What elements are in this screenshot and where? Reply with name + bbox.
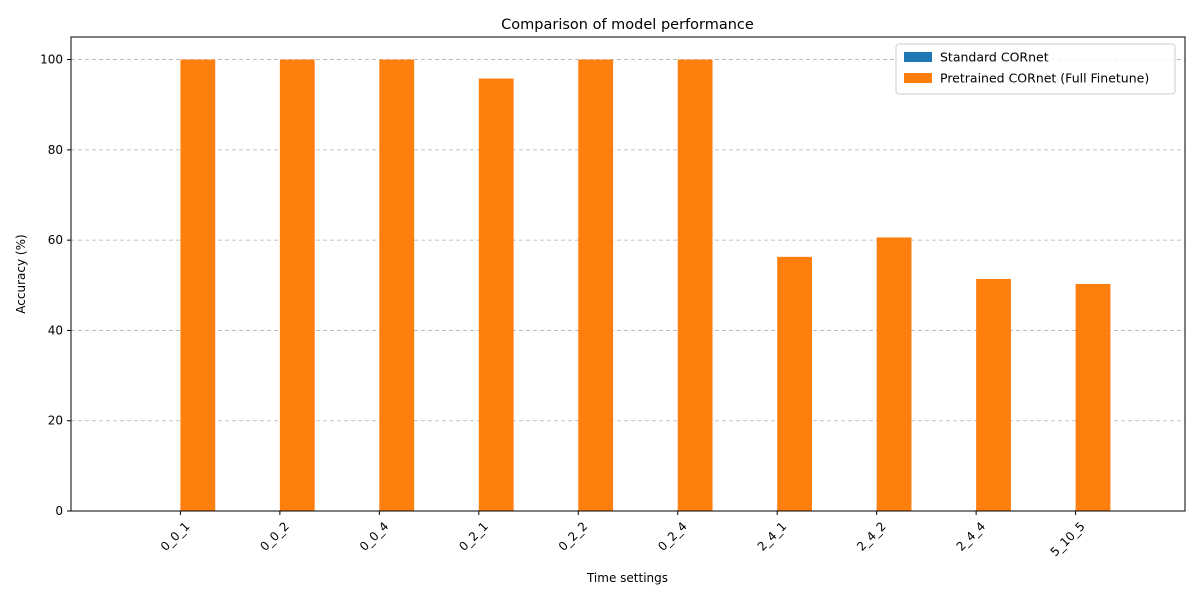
plot-area-frame xyxy=(70,36,1186,512)
bars xyxy=(180,59,1111,512)
legend-label: Standard CORnet xyxy=(940,50,1049,65)
x-tick-label: 2_4_4 xyxy=(954,519,989,554)
legend-swatch xyxy=(904,52,932,62)
bar-pretrained xyxy=(777,256,813,511)
bar-pretrained xyxy=(478,78,514,511)
x-axis-label: Time settings xyxy=(586,571,668,585)
x-tick-label: 5_10_5 xyxy=(1048,519,1088,559)
y-tick-label: 80 xyxy=(48,143,63,157)
x-tick-label: 0_2_1 xyxy=(456,519,491,554)
bar-pretrained xyxy=(876,237,912,512)
y-tick-label: 40 xyxy=(48,323,63,337)
y-tick-label: 100 xyxy=(40,53,63,67)
legend-swatch xyxy=(904,73,932,83)
y-tick-label: 60 xyxy=(48,233,63,247)
bar-pretrained xyxy=(578,59,614,511)
x-tick-label: 0_0_2 xyxy=(257,519,292,554)
legend-box xyxy=(895,43,1176,95)
bar-pretrained xyxy=(379,59,415,511)
x-tick-label: 2_4_1 xyxy=(755,519,790,554)
bar-pretrained xyxy=(180,59,216,511)
legend-label: Pretrained CORnet (Full Finetune) xyxy=(940,71,1149,86)
x-tick-label: 0_0_4 xyxy=(357,519,392,554)
legend: Standard CORnet Pretrained CORnet (Full F… xyxy=(895,43,1176,95)
bar-pretrained xyxy=(976,278,1011,511)
x-tick-label: 0_0_1 xyxy=(158,519,193,554)
grid-lines xyxy=(71,59,1185,422)
x-tick-label: 2_4_2 xyxy=(854,519,889,554)
chart-title: Comparison of model performance xyxy=(501,17,754,33)
bar-pretrained xyxy=(1075,283,1111,511)
y-axis-ticks: 0 20 40 60 80 100 xyxy=(40,53,71,518)
y-axis-label: Accuracy (%) xyxy=(14,234,28,313)
x-axis-ticks: 0_0_1 0_0_2 0_0_4 0_2_1 0_2_2 0_2_4 2_4_1 2_4_2… xyxy=(158,511,1088,559)
y-tick-label: 20 xyxy=(48,414,63,428)
x-tick-label: 0_2_4 xyxy=(655,519,690,554)
bar-pretrained xyxy=(279,59,315,511)
x-tick-label: 0_2_2 xyxy=(556,519,591,554)
y-tick-label: 0 xyxy=(55,504,63,518)
bar-pretrained xyxy=(677,59,713,511)
